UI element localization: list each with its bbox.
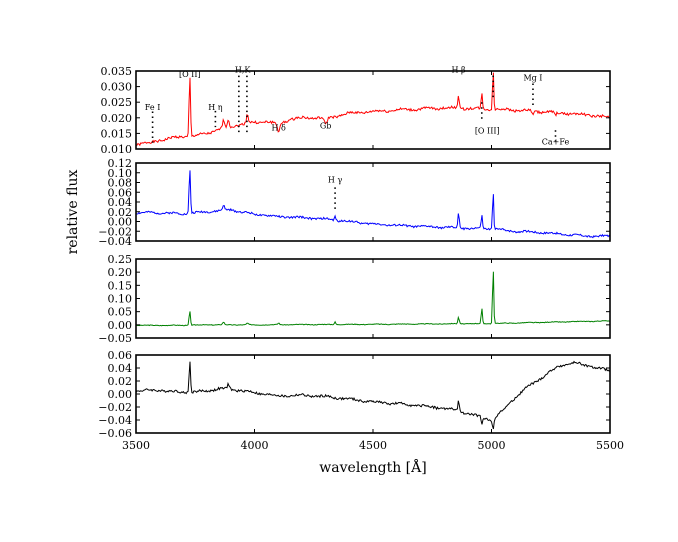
x-axis-label: wavelength [Å] [319, 458, 426, 476]
line-annotation: H β [451, 66, 466, 75]
x-tick-label: 3500 [122, 439, 150, 452]
spectrum-line [136, 72, 610, 147]
panel-frame [135, 258, 611, 339]
y-tick-label: −0.06 [98, 427, 132, 440]
y-tick-label: 0.010 [101, 143, 133, 156]
y-axis-label: relative flux [65, 170, 81, 255]
line-annotation: H η [208, 103, 223, 112]
y-tick-label: 0.02 [108, 375, 133, 388]
panel-2: −0.04−0.020.000.020.040.060.080.100.12 H … [98, 157, 611, 248]
y-tick-label: 0.030 [101, 81, 133, 94]
line-annotation: Mg I [523, 73, 542, 82]
y-tick-label: 0.020 [101, 112, 133, 125]
y-tick-label: −0.02 [98, 401, 132, 414]
line-annotation: [O III] [475, 126, 500, 135]
y-tick-label: 0.04 [108, 196, 133, 209]
x-tick-label: 4500 [359, 439, 387, 452]
line-annotation: H,K [235, 66, 252, 75]
panel-4: −0.06−0.04−0.020.000.020.040.06 [98, 349, 611, 440]
y-tick-label: 0.00 [108, 216, 133, 229]
panel-3: −0.050.000.050.100.150.200.25 [98, 253, 611, 345]
y-tick-label: 0.08 [108, 177, 133, 190]
y-tick-label: −0.02 [98, 225, 132, 238]
spectrum-line [136, 170, 610, 239]
panel-frame [135, 162, 611, 242]
y-tick-label: 0.035 [101, 65, 133, 78]
x-tick-label: 4000 [241, 439, 269, 452]
y-tick-label: 0.12 [108, 157, 133, 170]
x-tick-label: 5000 [478, 439, 506, 452]
y-tick-label: 0.04 [108, 362, 133, 375]
panel-frame [135, 354, 611, 434]
y-tick-label: −0.05 [98, 332, 132, 345]
y-tick-label: 0.00 [108, 388, 133, 401]
y-tick-label: 0.06 [108, 349, 133, 362]
y-tick-label: 0.00 [108, 319, 133, 332]
line-annotation: Fe I [145, 103, 161, 112]
y-tick-label: 0.025 [101, 96, 133, 109]
y-tick-label: −0.04 [98, 235, 132, 248]
y-tick-label: 0.02 [108, 206, 133, 219]
y-tick-label: −0.04 [98, 414, 132, 427]
y-tick-label: 0.10 [108, 293, 133, 306]
spectrum-line [136, 271, 610, 327]
y-tick-label: 0.10 [108, 167, 133, 180]
y-tick-label: 0.05 [108, 306, 133, 319]
y-tick-label: 0.015 [101, 127, 133, 140]
panel-1: 0.010 0.015 0.020 0.025 0.030 0.035 Fe I [O II]… [101, 65, 611, 156]
line-annotation: Ca+Fe [542, 137, 570, 146]
x-tick-label: 5500 [596, 439, 624, 452]
spectrum-line [136, 360, 610, 430]
y-tick-label: 0.15 [108, 279, 133, 292]
line-annotation: [O II] [179, 70, 201, 79]
line-annotation: Gb [320, 122, 332, 131]
y-tick-label: 0.20 [108, 266, 133, 279]
y-tick-label: 0.25 [108, 253, 133, 266]
line-annotation: H γ [328, 176, 343, 185]
line-annotation: H δ [272, 123, 287, 132]
y-tick-label: 0.06 [108, 186, 133, 199]
